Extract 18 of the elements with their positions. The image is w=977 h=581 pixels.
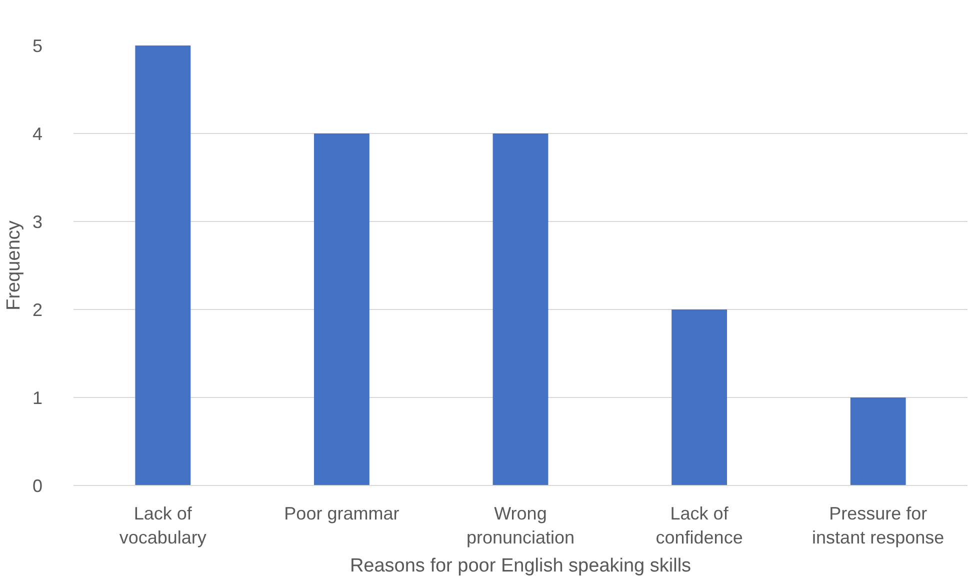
x-axis-title: Reasons for poor English speaking skills bbox=[350, 556, 692, 576]
y-tick-label: 1 bbox=[32, 388, 43, 408]
y-axis-title: Frequency bbox=[3, 220, 24, 310]
y-tick-label: 3 bbox=[32, 212, 43, 232]
y-tick-label: 5 bbox=[32, 36, 43, 56]
bar bbox=[672, 310, 728, 486]
y-tick-label: 0 bbox=[32, 476, 43, 496]
x-tick-label: Poor grammar bbox=[284, 504, 400, 524]
x-tick-label: Lack of vocabulary bbox=[119, 504, 206, 548]
x-tick-label: Pressure for instant response bbox=[812, 504, 944, 548]
bar bbox=[314, 134, 370, 486]
y-tick-label: 4 bbox=[32, 124, 43, 144]
x-tick-label: Wrong pronunciation bbox=[466, 504, 575, 548]
bar bbox=[135, 46, 191, 486]
bar bbox=[850, 398, 906, 486]
bar bbox=[492, 134, 548, 486]
x-tick-label: Lack of confidence bbox=[656, 504, 743, 548]
y-tick-label: 2 bbox=[32, 300, 43, 320]
